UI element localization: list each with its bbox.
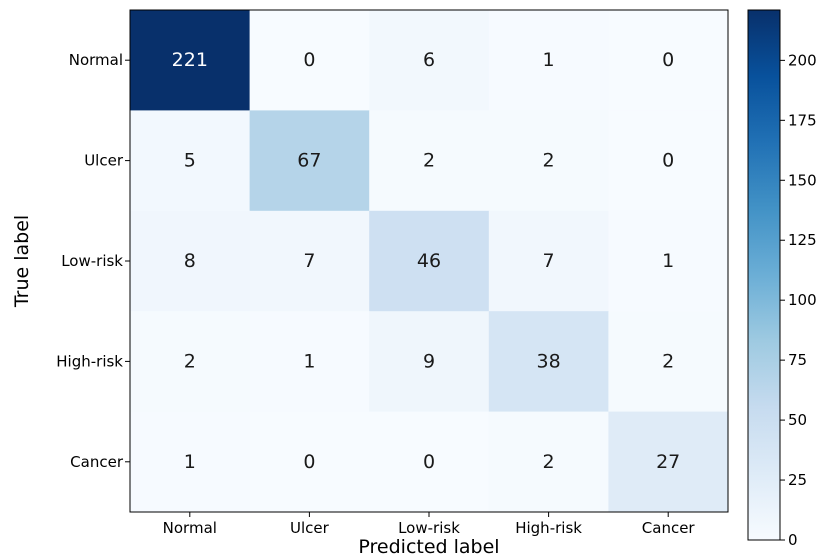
x-tick-label: High-risk — [515, 519, 582, 537]
x-tick-label: Ulcer — [290, 519, 330, 537]
heatmap-cell-3-0 — [130, 311, 251, 413]
cell-value-label: 0 — [303, 451, 315, 473]
cell-value-label: 1 — [303, 350, 315, 372]
colorbar-tick-label: 125 — [788, 231, 817, 249]
cell-value-label: 2 — [184, 350, 196, 372]
y-axis-ticks: Normal Ulcer Low-risk High-risk Cancer — [56, 51, 130, 471]
x-tick-label: Cancer — [642, 519, 696, 537]
heatmap-cell-4-1 — [249, 411, 370, 513]
cell-value-label: 38 — [537, 350, 561, 372]
heatmap-cell-3-3 — [488, 311, 609, 413]
cell-value-label: 9 — [423, 350, 435, 372]
heatmap-cell-1-4 — [608, 110, 729, 212]
cell-value-label: 6 — [423, 49, 435, 71]
colorbar-tick-label: 100 — [788, 291, 817, 309]
heatmap-cell-0-0 — [130, 10, 251, 111]
heatmap-cell-4-3 — [488, 411, 609, 513]
cell-value-label: 46 — [417, 250, 441, 272]
heatmap-cell-1-3 — [488, 110, 609, 212]
colorbar-tick-label: 150 — [788, 171, 817, 189]
y-tick-label: Cancer — [70, 453, 124, 471]
cell-value-label: 1 — [184, 451, 196, 473]
cell-value-label: 0 — [303, 49, 315, 71]
cell-value-label: 2 — [543, 451, 555, 473]
heatmap-cell-3-1 — [249, 311, 370, 413]
cell-value-label: 27 — [656, 451, 680, 473]
y-tick-label: Low-risk — [61, 252, 123, 270]
colorbar-ticks: 0 25 50 75 100 125 150 175 200 — [780, 51, 817, 549]
cell-value-label: 0 — [662, 49, 674, 71]
heatmap-cell-0-3 — [488, 10, 609, 111]
cell-value-label: 0 — [423, 451, 435, 473]
cell-value-label: 67 — [297, 150, 321, 172]
x-axis-title: Predicted label — [358, 536, 499, 558]
colorbar-tick-label: 0 — [788, 531, 798, 549]
cell-value-label: 1 — [543, 49, 555, 71]
cell-value-label: 221 — [172, 49, 208, 71]
cell-value-label: 2 — [543, 150, 555, 172]
colorbar-tick-label: 50 — [788, 411, 807, 429]
y-tick-label: High-risk — [56, 352, 123, 370]
x-tick-label: Normal — [163, 519, 217, 537]
heatmap-cell-0-2 — [369, 10, 490, 111]
cell-value-label: 5 — [184, 150, 196, 172]
x-tick-label: Low-risk — [398, 519, 460, 537]
cell-value-label: 2 — [423, 150, 435, 172]
y-tick-label: Ulcer — [84, 152, 124, 170]
heatmap-cell-2-4 — [608, 210, 729, 312]
cell-value-label: 2 — [662, 350, 674, 372]
heatmap-cell-3-4 — [608, 311, 729, 413]
heatmap-cell-2-2 — [369, 210, 490, 312]
heatmap-cell-0-4 — [608, 10, 729, 111]
heatmap-cell-2-3 — [488, 210, 609, 312]
heatmap-cell-0-1 — [249, 10, 370, 111]
colorbar-tick-label: 175 — [788, 111, 817, 129]
heatmap-cell-2-1 — [249, 210, 370, 312]
colorbar-tick-label: 200 — [788, 51, 817, 69]
cell-value-label: 7 — [303, 250, 315, 272]
y-tick-label: Normal — [69, 51, 123, 69]
cell-value-label: 7 — [543, 250, 555, 272]
heatmap-cell-4-4 — [608, 411, 729, 513]
colorbar-tick-label: 75 — [788, 351, 807, 369]
colorbar-tick-label: 25 — [788, 471, 807, 489]
y-axis-title: True label — [11, 215, 33, 308]
heatmap-cell-1-0 — [130, 110, 251, 212]
heatmap-cell-4-0 — [130, 411, 251, 513]
x-axis-ticks: Normal Ulcer Low-risk High-risk Cancer — [163, 512, 696, 537]
heatmap-cell-4-2 — [369, 411, 490, 513]
heatmap-cells — [130, 10, 729, 513]
heatmap-cell-1-1 — [249, 110, 370, 212]
heatmap-cell-2-0 — [130, 210, 251, 312]
heatmap-cell-labels: 221 0 6 1 0 5 67 2 2 0 8 7 46 7 1 2 1 9 38 2 1 0 0 2 27 — [172, 49, 681, 473]
cell-value-label: 8 — [184, 250, 196, 272]
cell-value-label: 0 — [662, 150, 674, 172]
heatmap-cell-1-2 — [369, 110, 490, 212]
heatmap-cell-3-2 — [369, 311, 490, 413]
cell-value-label: 1 — [662, 250, 674, 272]
colorbar — [747, 9, 781, 541]
